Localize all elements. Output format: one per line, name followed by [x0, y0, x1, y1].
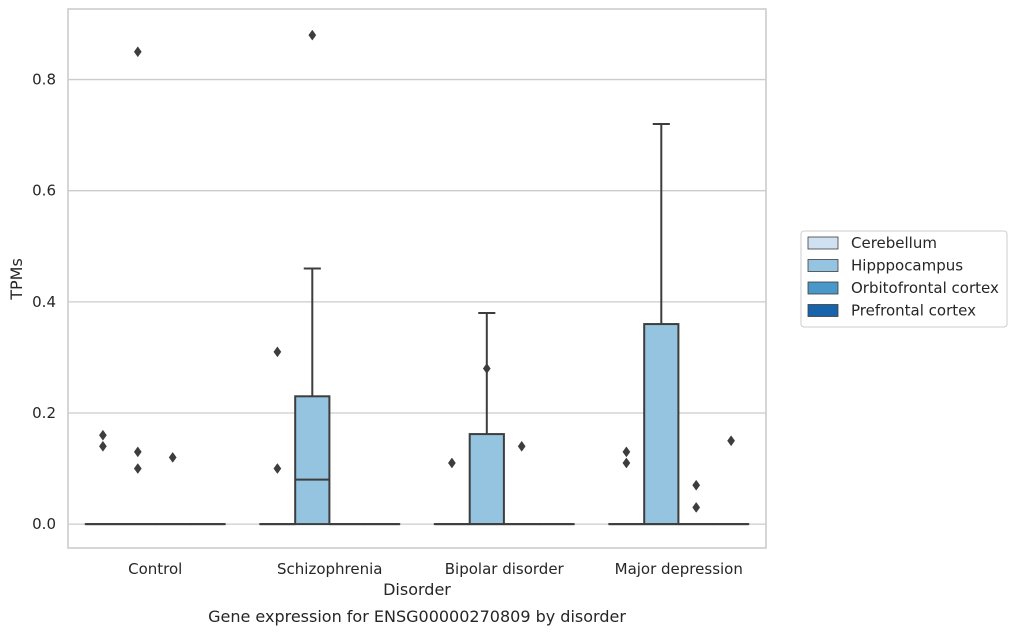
outlier-point — [133, 463, 142, 474]
legend-item: Cerebellum — [807, 234, 937, 252]
legend-item: Orbitofrontal cortex — [807, 279, 999, 297]
outlier-point — [98, 440, 107, 452]
legend-label: Prefrontal cortex — [851, 302, 976, 320]
chart-caption: Gene expression for ENSG00000270809 by d… — [208, 607, 626, 626]
outlier-point — [447, 457, 456, 469]
x-tick-labels: Control Schizophrenia Bipolar disorder Majo… — [128, 560, 743, 578]
legend-swatch — [807, 281, 839, 295]
x-axis-label: Disorder — [383, 580, 451, 599]
y-tick-labels: 0.0 0.2 0.4 0.6 0.8 — [32, 71, 56, 534]
y-tick-label: 0.2 — [32, 404, 56, 422]
outlier-point — [482, 363, 491, 374]
outlier-point — [622, 457, 631, 469]
y-tick-label: 0.6 — [32, 182, 56, 200]
x-tick-label: Bipolar disorder — [445, 560, 565, 578]
legend: Cerebellum Hipppocampus Orbitofrontal cort… — [800, 230, 1008, 328]
legend-swatch — [807, 236, 839, 250]
outlier-point — [133, 446, 142, 458]
outlier-point — [692, 479, 701, 491]
box-hipppocampus — [468, 311, 505, 526]
outlier-point — [273, 346, 282, 358]
outlier-point — [168, 451, 177, 463]
outlier-point — [273, 463, 282, 474]
legend-swatch — [807, 259, 839, 272]
y-tick-label: 0.4 — [32, 293, 56, 311]
box-hipppocampus — [643, 123, 680, 526]
outlier-point — [727, 435, 736, 447]
outlier-point — [517, 440, 526, 452]
legend-label: Cerebellum — [851, 234, 937, 252]
outlier-point — [308, 29, 317, 41]
y-tick-label: 0.8 — [32, 71, 56, 89]
outlier-point — [692, 502, 701, 513]
x-tick-label: Control — [128, 560, 182, 578]
legend-item: Prefrontal cortex — [807, 302, 976, 320]
box-body — [643, 323, 680, 526]
outlier-points — [98, 29, 736, 513]
legend-label: Hipppocampus — [851, 257, 963, 275]
legend-label: Orbitofrontal cortex — [851, 279, 999, 297]
outlier-point — [622, 446, 631, 458]
y-axis-label: TPMs — [7, 258, 26, 301]
outlier-point — [98, 429, 107, 441]
box-hipppocampus — [294, 267, 331, 526]
legend-item: Hipppocampus — [807, 257, 963, 275]
x-tick-label: Major depression — [615, 560, 743, 578]
box-body — [468, 433, 505, 526]
legend-swatch — [807, 304, 839, 317]
box-body — [294, 395, 331, 526]
y-tick-label: 0.0 — [32, 515, 56, 533]
plot-frame — [67, 8, 767, 549]
x-tick-label: Schizophrenia — [277, 560, 382, 578]
legend-frame — [800, 230, 1008, 328]
outlier-point — [133, 46, 142, 58]
boxes — [84, 123, 750, 526]
